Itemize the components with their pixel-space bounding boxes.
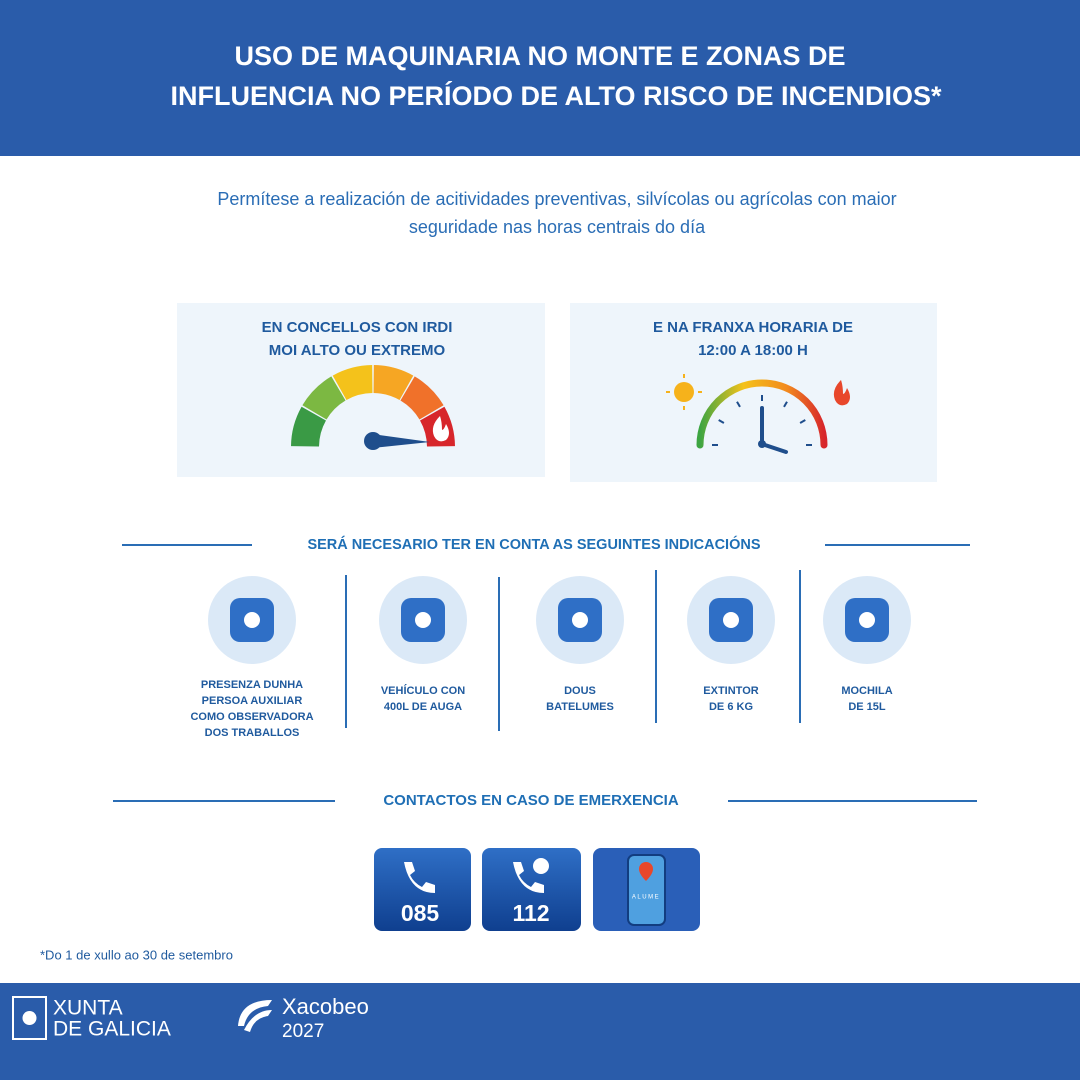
indication-text: MOCHILA <box>841 685 892 697</box>
section-title: SERÁ NECESARIO TER EN CONTA AS SEGUINTES… <box>307 535 760 553</box>
indication-text: PERSOA AUXILIAR <box>202 695 303 707</box>
title: INFLUENCIA NO PERÍODO DE ALTO RISCO DE I… <box>170 80 942 111</box>
indications: PRESENZA DUNHA PERSOA AUXILIAR COMO OBSERV… <box>190 570 911 739</box>
indication-text: DOUS <box>564 685 596 697</box>
clock-tick <box>783 401 788 408</box>
app-button[interactable]: ALUME <box>593 848 700 931</box>
needle <box>372 434 430 448</box>
gauge-segment <box>399 376 444 421</box>
title: USO DE MAQUINARIA NO MONTE E ZONAS DE <box>234 41 845 71</box>
clock-tick <box>799 419 806 424</box>
phone-number: 085 <box>401 900 440 926</box>
indication-text: VEHÍCULO CON <box>381 684 465 697</box>
condition-text: EN CONCELLOS CON IRDI <box>262 319 453 336</box>
footer-band <box>0 983 1080 1080</box>
flame <box>432 416 449 442</box>
indication-text: DOS TRABALLOS <box>205 727 300 739</box>
footer-text: XUNTA <box>53 997 123 1020</box>
phone-button[interactable]: 085 <box>374 848 471 931</box>
condition-card <box>570 303 937 482</box>
icon-detail <box>415 612 431 628</box>
phone-number: 112 <box>512 900 549 926</box>
footer-text: DE GALICIA <box>53 1018 171 1041</box>
clock-tick <box>736 401 741 408</box>
clock-arc <box>696 379 828 449</box>
gauge-segment <box>372 365 414 401</box>
footer-text: Xacobeo <box>282 994 369 1019</box>
footer-text: 2027 <box>282 1021 324 1042</box>
icon-detail <box>723 612 739 628</box>
condition-text: MOI ALTO OU EXTREMO <box>269 342 446 359</box>
indication-text: COMO OBSERVADORA <box>190 711 313 723</box>
phone-button[interactable]: 112 <box>482 848 581 931</box>
risk-gauge <box>291 365 455 450</box>
indication-text: BATELUMES <box>546 701 614 713</box>
clock-gauge <box>666 374 850 454</box>
needle-hub <box>364 432 382 450</box>
xacobeo-logo: Xacobeo 2027 <box>238 994 369 1042</box>
indication-text: EXTINTOR <box>703 685 758 697</box>
indication-text: DE 15L <box>848 701 886 713</box>
intro: seguridade nas horas centrais do día <box>409 217 706 237</box>
condition-text: E NA FRANXA HORARIA DE <box>653 319 853 336</box>
intro: Permítese a realización de acitividades … <box>217 189 896 209</box>
app-name: ALUME <box>632 895 660 901</box>
gauge-segment <box>302 376 347 421</box>
xunta-logo: XUNTA DE GALICIA <box>12 996 171 1041</box>
icon-detail <box>244 612 260 628</box>
indication-text: DE 6 KG <box>709 701 753 713</box>
gauge-segment <box>291 406 327 448</box>
footnote: *Do 1 de xullo ao 30 de setembro <box>40 947 233 962</box>
indication-text: PRESENZA DUNHA <box>201 679 303 691</box>
section-title: CONTACTOS EN CASO DE EMERXENCIA <box>383 792 678 809</box>
icon-detail <box>572 612 588 628</box>
icon-detail <box>859 612 875 628</box>
header-band <box>0 0 1080 156</box>
clock-tick <box>718 419 725 424</box>
condition-text: 12:00 A 18:00 H <box>698 342 808 359</box>
gauge-segment <box>332 365 374 401</box>
indication-text: 400L DE AUGA <box>384 701 462 713</box>
